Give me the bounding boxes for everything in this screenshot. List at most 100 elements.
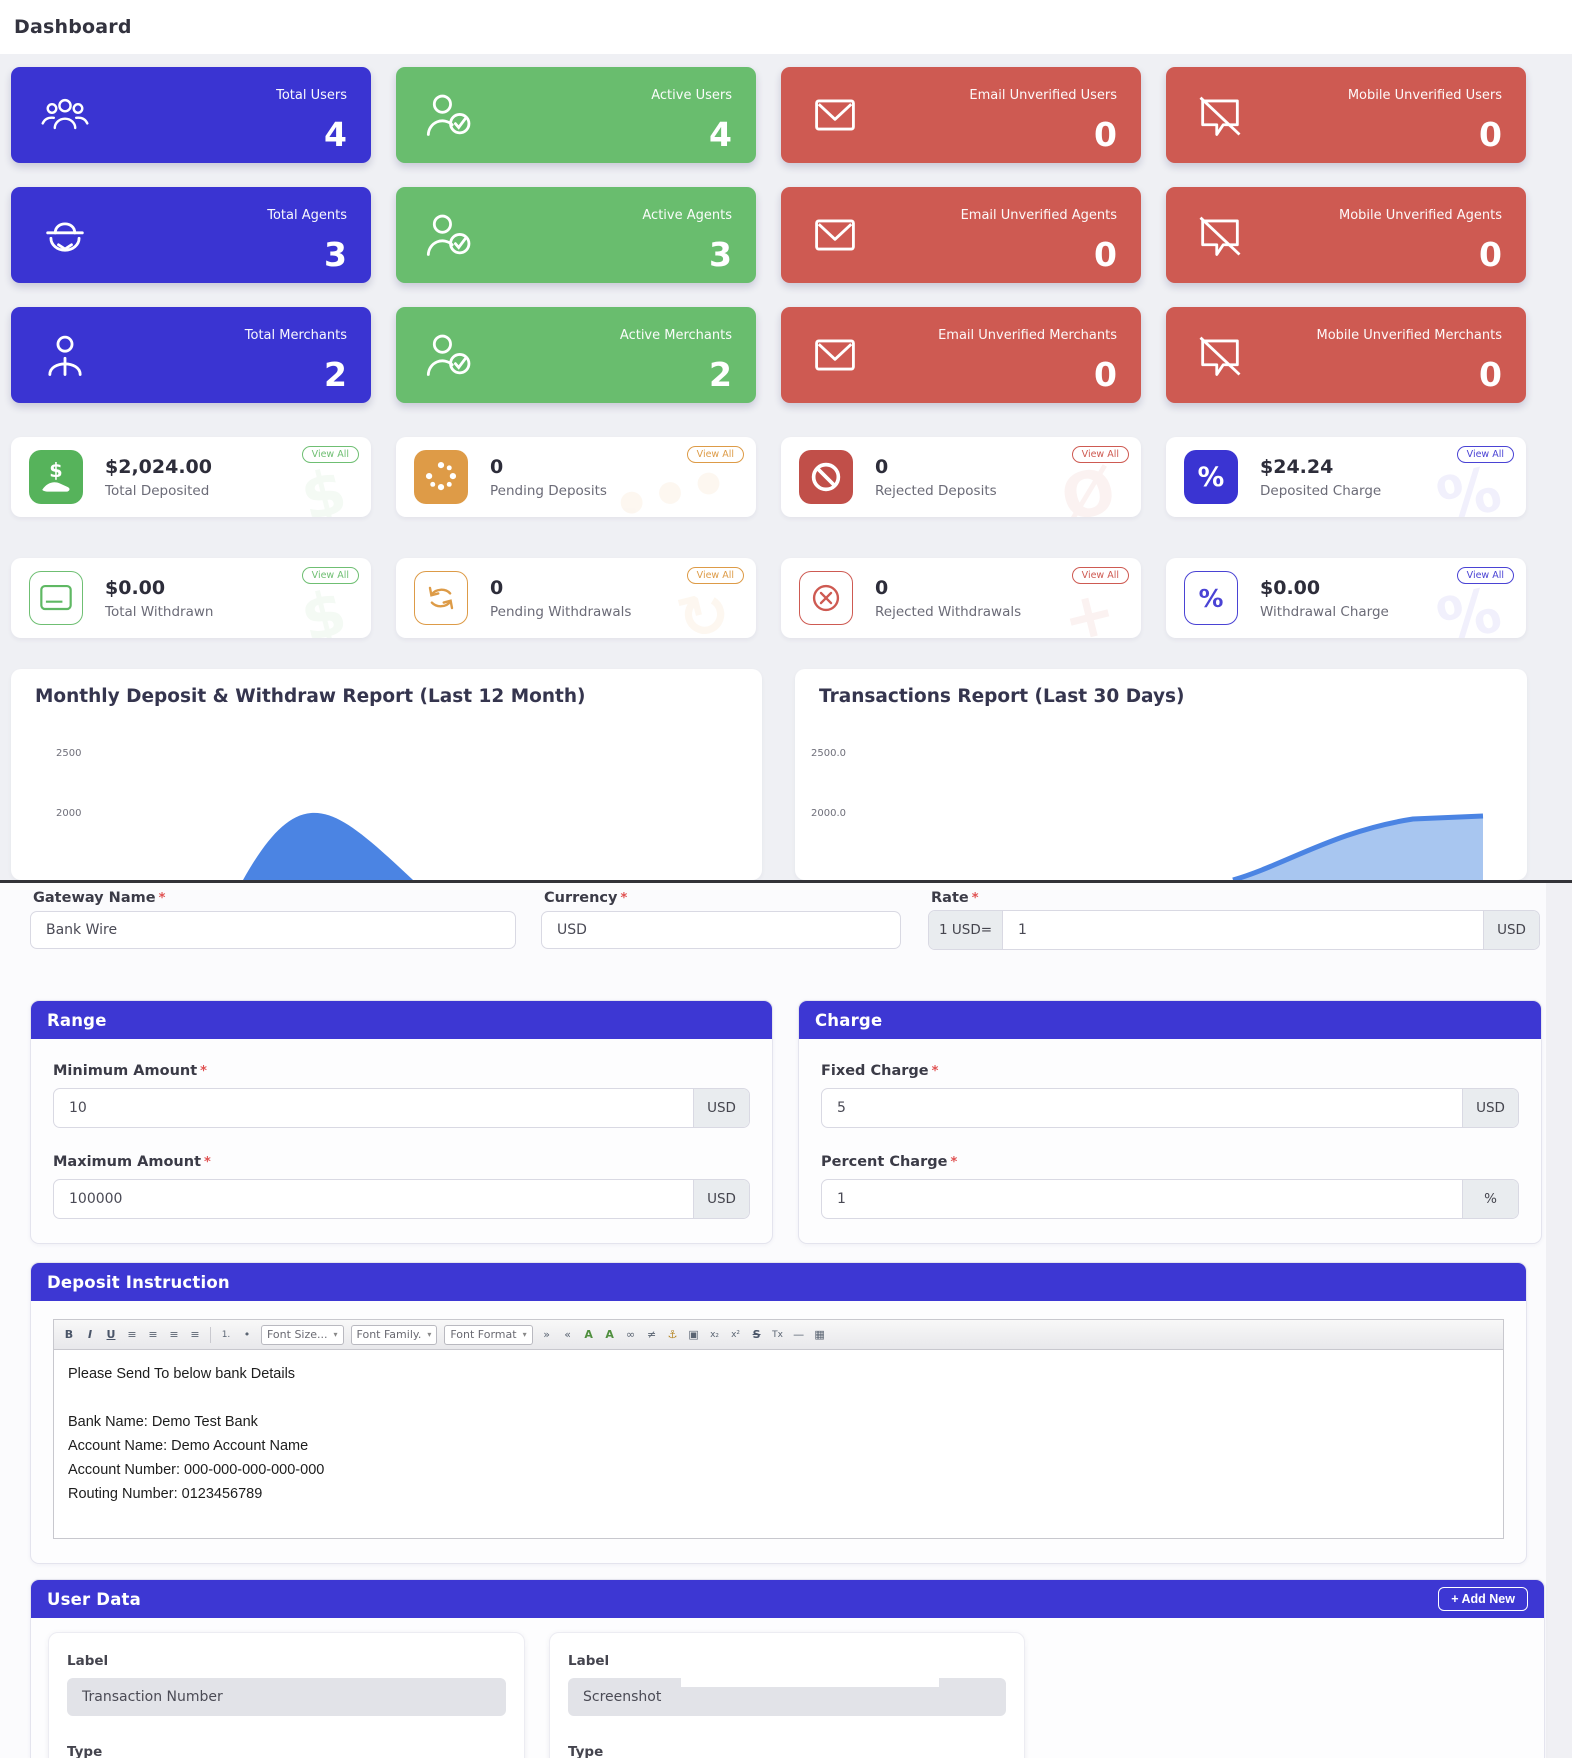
stat-card-mobile-unverified-merchants[interactable]: Mobile Unverified Merchants 0 — [1166, 307, 1526, 403]
page-title: Dashboard — [14, 16, 132, 38]
summary-card-deposited-charge[interactable]: % $24.24 Deposited Charge View All % — [1166, 437, 1526, 517]
user-data-item: Label Screenshot Type — [549, 1632, 1025, 1758]
summary-card-pending-withdrawals[interactable]: 0 Pending Withdrawals View All ↻ — [396, 558, 756, 638]
font-size-select[interactable]: Font Size... ▾ — [261, 1324, 344, 1345]
anchor-button[interactable]: ⚓ — [667, 1328, 678, 1341]
stat-card-total-agents[interactable]: Total Agents 3 — [11, 187, 371, 283]
view-all-badge[interactable]: View All — [1071, 446, 1129, 463]
strikethrough-button[interactable]: S — [752, 1328, 761, 1341]
view-all-badge[interactable]: View All — [686, 567, 744, 584]
subscript-button[interactable]: x₂ — [710, 1329, 720, 1340]
stat-label: Email Unverified Users — [969, 88, 1117, 103]
merchant-icon — [48, 335, 82, 376]
stat-card-email-unverified-agents[interactable]: Email Unverified Agents 0 — [781, 187, 1141, 283]
user-check-icon — [426, 214, 471, 256]
summary-card-withdrawal-charge[interactable]: % $0.00 Withdrawal Charge View All % — [1166, 558, 1526, 638]
stat-card-total-merchants[interactable]: Total Merchants 2 — [11, 307, 371, 403]
align-justify-icon[interactable]: ≡ — [190, 1328, 200, 1341]
text-color-button[interactable]: A — [584, 1328, 593, 1341]
rate-label: Rate * — [931, 890, 979, 906]
chart-title: Transactions Report (Last 30 Days) — [819, 686, 1185, 707]
stat-value: 3 — [324, 235, 347, 274]
view-all-badge[interactable]: View All — [1456, 567, 1514, 584]
stat-card-mobile-unverified-agents[interactable]: Mobile Unverified Agents 0 — [1166, 187, 1526, 283]
percent-charge-label: Percent Charge * — [821, 1154, 958, 1170]
stat-card-grid: Total Users 4 Active Users 4 Email Unver… — [11, 67, 1526, 403]
view-all-badge[interactable]: View All — [301, 446, 359, 463]
bg-color-button[interactable]: A — [605, 1328, 614, 1341]
stat-card-active-merchants[interactable]: Active Merchants 2 — [396, 307, 756, 403]
summary-card-rejected-withdrawals[interactable]: 0 Rejected Withdrawals View All + — [781, 558, 1141, 638]
svg-text:$: $ — [49, 459, 62, 482]
stat-card-email-unverified-merchants[interactable]: Email Unverified Merchants 0 — [781, 307, 1141, 403]
summary-label: Withdrawal Charge — [1260, 603, 1389, 620]
view-all-badge[interactable]: View All — [1456, 446, 1514, 463]
stat-value: 0 — [1094, 235, 1117, 274]
rate-input[interactable]: 1 — [1018, 922, 1027, 938]
maximum-amount-suffix: USD — [693, 1180, 749, 1218]
underline-button[interactable]: U — [106, 1328, 116, 1341]
indent-button[interactable]: » — [543, 1328, 550, 1341]
summary-label: Pending Deposits — [490, 482, 607, 499]
maximum-amount-input[interactable]: 100000 — [69, 1191, 123, 1207]
percent-icon: % — [1184, 450, 1238, 504]
unordered-list-button[interactable]: • — [243, 1328, 251, 1341]
percent-charge-input[interactable]: 1 — [837, 1191, 846, 1207]
gateway-name-input[interactable]: Bank Wire — [30, 911, 516, 949]
editor-content[interactable]: Please Send To below bank Details Bank N… — [54, 1350, 1503, 1538]
users-group-icon — [41, 98, 89, 130]
user-data-label-input[interactable]: Transaction Number — [67, 1678, 506, 1716]
percent-charge-group: 1 % — [821, 1179, 1519, 1219]
superscript-button[interactable]: x² — [731, 1329, 741, 1340]
italic-button[interactable]: I — [87, 1328, 93, 1341]
editor-toolbar: B I U ≡ ≡ ≡ ≡ 1. • Font Size... ▾ Font Fa… — [54, 1320, 1503, 1350]
align-left-icon[interactable]: ≡ — [127, 1328, 137, 1341]
refresh-icon — [414, 571, 468, 625]
horizontal-rule-button[interactable]: — — [793, 1328, 805, 1341]
stat-value: 0 — [1479, 355, 1502, 394]
view-all-badge[interactable]: View All — [1071, 567, 1129, 584]
view-all-badge[interactable]: View All — [686, 446, 744, 463]
summary-label: Total Withdrawn — [105, 603, 214, 620]
stat-card-total-users[interactable]: Total Users 4 — [11, 67, 371, 163]
outdent-button[interactable]: « — [564, 1328, 571, 1341]
sms-slash-icon — [1199, 96, 1241, 136]
summary-card-total-deposited[interactable]: $ $2,024.00 Total Deposited View All $ — [11, 437, 371, 517]
gateway-name-label: Gateway Name * — [33, 890, 166, 906]
stat-card-email-unverified-users[interactable]: Email Unverified Users 0 — [781, 67, 1141, 163]
ordered-list-button[interactable]: 1. — [221, 1329, 231, 1340]
align-right-icon[interactable]: ≡ — [169, 1328, 179, 1341]
remove-format-button[interactable]: Tx — [772, 1329, 783, 1340]
summary-card-pending-deposits[interactable]: 0 Pending Deposits View All ••• — [396, 437, 756, 517]
bold-button[interactable]: B — [64, 1328, 74, 1341]
stat-label: Email Unverified Merchants — [938, 328, 1117, 343]
user-data-label-input[interactable]: Screenshot — [568, 1669, 1006, 1716]
area-series — [243, 812, 413, 880]
summary-amount: $0.00 — [1260, 576, 1321, 599]
table-button[interactable]: ▦ — [814, 1328, 825, 1341]
font-format-select[interactable]: Font Format ▾ — [444, 1324, 533, 1345]
fixed-charge-group: 5 USD — [821, 1088, 1519, 1128]
add-new-button[interactable]: + Add New — [1438, 1587, 1528, 1611]
view-all-badge[interactable]: View All — [301, 567, 359, 584]
stat-label: Active Agents — [642, 208, 732, 223]
font-family-select[interactable]: Font Family. ▾ — [350, 1324, 438, 1345]
minimum-amount-input[interactable]: 10 — [69, 1100, 87, 1116]
image-button[interactable]: ▣ — [688, 1328, 699, 1341]
stat-value: 2 — [709, 355, 732, 394]
summary-card-total-withdrawn[interactable]: $0.00 Total Withdrawn View All $ — [11, 558, 371, 638]
stat-card-active-users[interactable]: Active Users 4 — [396, 67, 756, 163]
fixed-charge-label: Fixed Charge * — [821, 1063, 939, 1079]
editor-line: Routing Number: 0123456789 — [68, 1486, 263, 1502]
align-center-icon[interactable]: ≡ — [148, 1328, 158, 1341]
summary-card-rejected-deposits[interactable]: 0 Rejected Deposits View All Ø — [781, 437, 1141, 517]
unlink-button[interactable]: ≠ — [646, 1328, 657, 1341]
stat-card-active-agents[interactable]: Active Agents 3 — [396, 187, 756, 283]
editor-line: Account Name: Demo Account Name — [68, 1438, 309, 1454]
stat-card-mobile-unverified-users[interactable]: Mobile Unverified Users 0 — [1166, 67, 1526, 163]
summary-amount: 0 — [490, 576, 504, 599]
link-button[interactable]: ∞ — [625, 1328, 636, 1341]
fixed-charge-input[interactable]: 5 — [837, 1100, 846, 1116]
currency-input[interactable]: USD — [541, 911, 901, 949]
